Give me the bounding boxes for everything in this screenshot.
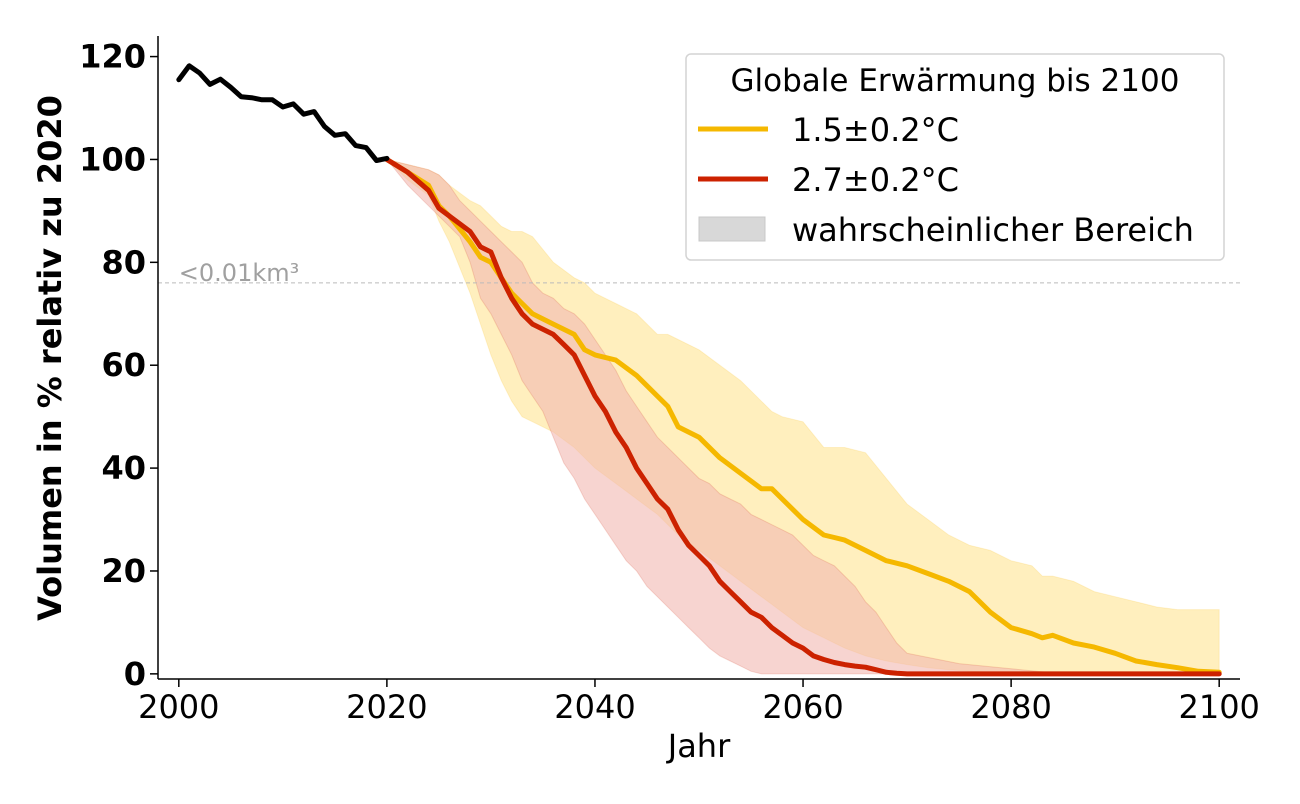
y-tick-label: 120 [79, 38, 146, 76]
x-axis-label: Jahr [666, 727, 731, 765]
legend: Globale Erwärmung bis 2100 1.5±0.2°C 2.7… [685, 53, 1225, 261]
observed-line [176, 63, 390, 163]
legend-label-range: wahrscheinlicher Bereich [792, 211, 1194, 249]
y-tick-label: 60 [101, 346, 146, 384]
legend-label-2-7: 2.7±0.2°C [792, 161, 959, 199]
legend-label-1-5: 1.5±0.2°C [792, 111, 959, 149]
x-tick-label: 2080 [970, 688, 1051, 726]
y-tick-label: 80 [101, 243, 146, 281]
y-tick-label: 100 [79, 140, 146, 178]
y-tick-label: 20 [101, 552, 146, 590]
series-line-2-7 [384, 157, 1222, 677]
x-axis-ticks: 2000 2020 2040 2060 2080 2100 [138, 679, 1260, 726]
x-tick-label: 2040 [554, 688, 635, 726]
legend-swatch-range [698, 216, 766, 242]
series-lines [176, 63, 1222, 677]
threshold-label: <0.01km³ [179, 259, 299, 287]
band-2-7 [385, 158, 1220, 675]
legend-frame [685, 53, 1225, 261]
y-axis-label: Volumen in % relativ zu 2020 [31, 95, 69, 621]
y-tick-label: 40 [101, 449, 146, 487]
x-tick-label: 2020 [346, 688, 427, 726]
legend-title: Globale Erwärmung bis 2100 [731, 63, 1180, 99]
x-tick-label: 2100 [1178, 688, 1259, 726]
y-tick-label: 0 [124, 655, 146, 693]
y-axis-ticks: 0 20 40 60 80 100 120 [79, 38, 158, 693]
likely-range-bands [385, 158, 1220, 675]
x-tick-label: 2000 [138, 688, 219, 726]
x-tick-label: 2060 [762, 688, 843, 726]
